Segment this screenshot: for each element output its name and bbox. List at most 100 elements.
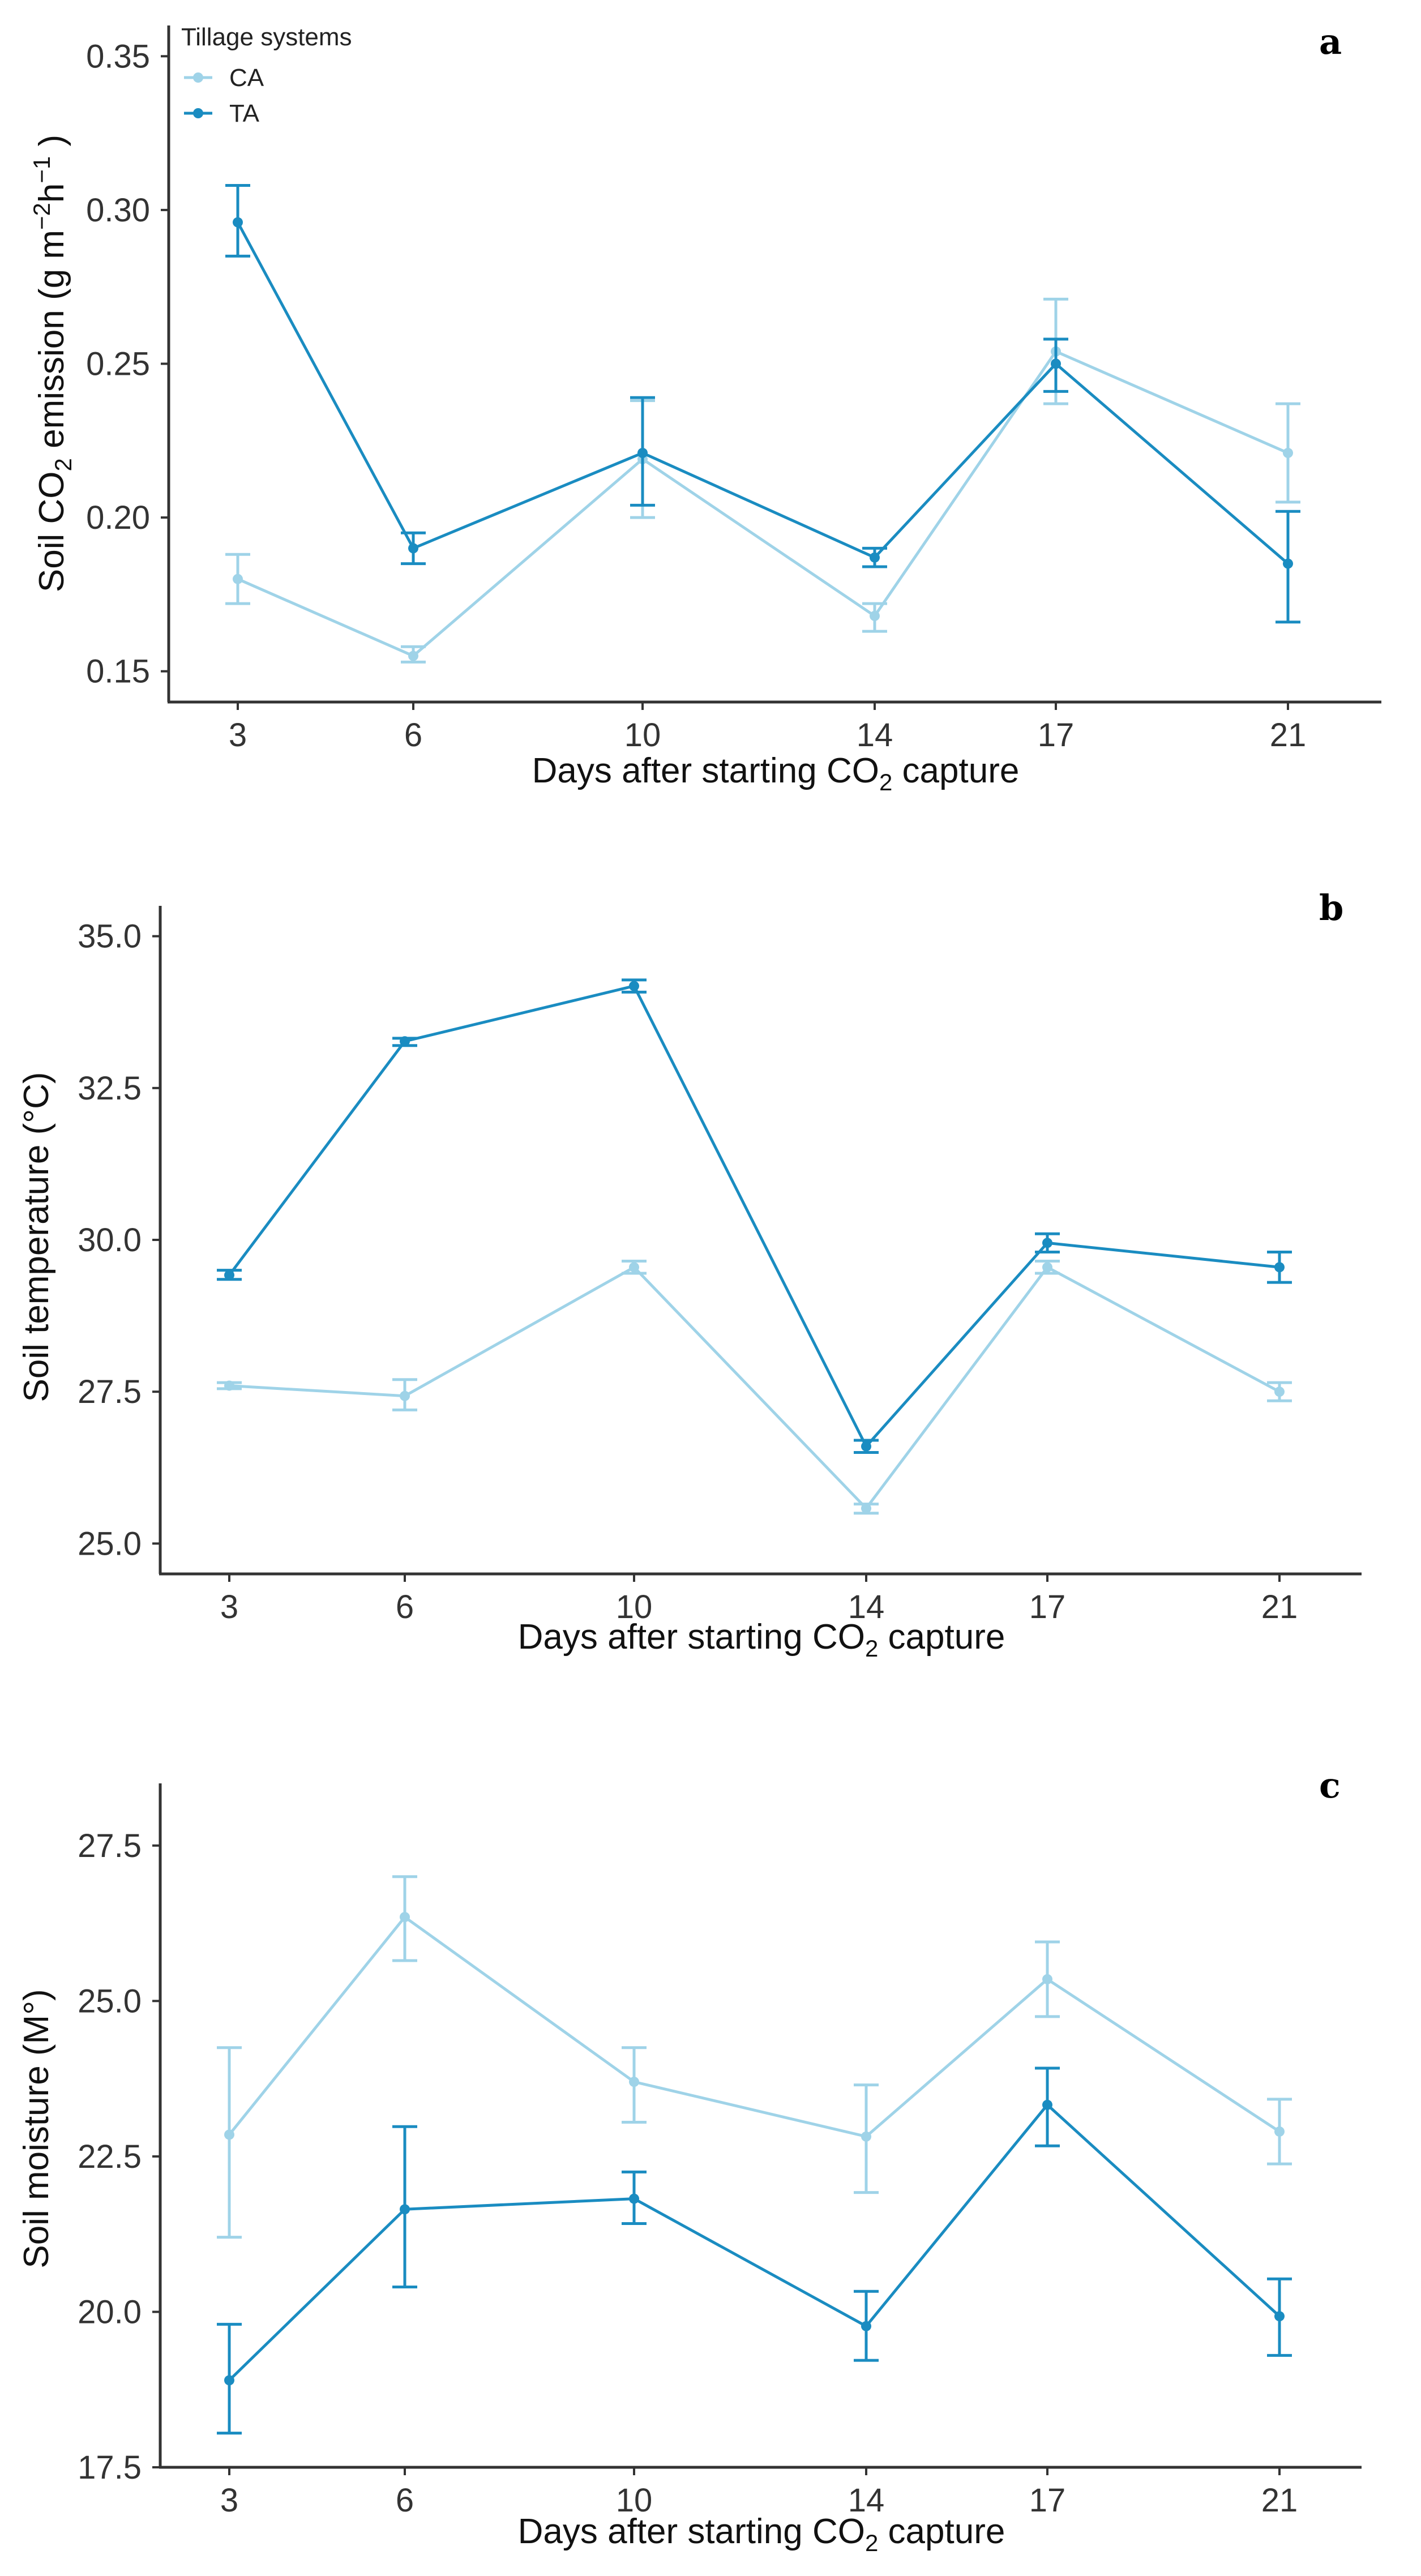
x-tick-label: 3 [229,717,247,754]
x-tick-label: 14 [848,2482,885,2519]
x-axis-title: Days after starting CO2 capture [532,751,1020,795]
y-ticks: 17.5 20.0 22.5 25.0 27.5 [78,1828,160,2486]
x-tick-label: 6 [396,1589,414,1625]
data-point-ca [233,574,243,584]
x-ticks: 3 6 10 14 17 21 [220,2467,1298,2519]
x-tick-label: 14 [848,1589,885,1625]
data-point-ca [224,1380,234,1391]
x-axis-title: Days after starting CO2 capture [518,2512,1005,2556]
series-layer [225,183,1300,664]
y-ticks: 0.15 0.20 0.25 0.30 0.35 [86,38,169,690]
series-line-ca [228,1915,1281,2138]
data-point-ta [408,543,418,554]
data-point-ta [1042,1238,1052,1248]
legend: Tillage systems CA TA [181,23,352,127]
data-point-ta [1274,1262,1285,1273]
legend-marker-ta [193,108,203,118]
x-tick-label: 10 [624,717,661,754]
panel-letter: c [1319,1765,1341,1806]
data-point-ta [1042,2099,1052,2110]
x-tick-label: 6 [404,717,422,754]
panel-a: 0.15 0.20 0.25 0.30 0.35 3 6 10 14 17 21 a Days a… [28,21,1381,795]
data-point-ta [400,2204,410,2215]
x-tick-label: 17 [1029,2482,1066,2519]
data-point-ta [224,1270,234,1281]
x-tick-label: 17 [1038,717,1075,754]
data-point-ta [233,217,243,228]
y-ticks: 25.0 27.5 30.0 32.5 35.0 [78,918,160,1562]
x-tick-label: 14 [857,717,893,754]
series-line-ca [237,350,1289,658]
series-layer [217,978,1292,1515]
legend-marker-ca [193,72,203,83]
y-tick-label: 25.0 [78,1983,142,2019]
y-tick-label: 0.25 [86,346,150,383]
y-tick-label: 22.5 [78,2138,142,2175]
legend-entry-ta: TA [184,100,260,127]
y-tick-label: 25.0 [78,1525,142,1562]
x-tick-label: 21 [1270,717,1307,754]
y-tick-label: 32.5 [78,1070,142,1107]
data-point-ca [1274,2126,1285,2137]
series-line-ta [236,221,1289,565]
legend-title: Tillage systems [181,23,352,51]
x-tick-label: 21 [1261,2482,1298,2519]
series-line-ta [228,985,1280,1448]
panel-letter: a [1319,21,1342,62]
data-point-ca [1283,448,1293,459]
panel-c: 17.5 20.0 22.5 25.0 27.5 3 6 10 14 17 21 c Days a… [17,1765,1362,2556]
y-tick-label: 20.0 [78,2293,142,2330]
data-point-ca [629,2077,639,2087]
x-tick-label: 17 [1029,1589,1066,1625]
y-axis-title: Soil temperature (°C) [17,1072,56,1402]
panel-letter: b [1319,887,1343,928]
x-tick-label: 10 [616,1589,653,1625]
x-tick-label: 3 [220,1589,238,1625]
data-point-ca [224,2129,234,2140]
data-point-ca [861,1503,871,1514]
panel-b: 25.0 27.5 30.0 32.5 35.0 3 6 10 14 17 21 b Days a… [17,887,1362,1662]
data-point-ca [400,1390,410,1401]
y-axis-title: Soil CO2 emission (g m−2h−1 ) [28,135,76,592]
data-point-ca [1042,1974,1052,1984]
data-point-ca [408,651,418,661]
legend-label-ca: CA [229,64,264,92]
data-point-ca [1042,1262,1052,1273]
x-ticks: 3 6 10 14 17 21 [220,1574,1298,1625]
y-tick-label: 0.15 [86,653,150,690]
data-point-ta [861,2321,871,2331]
y-tick-label: 27.5 [78,1373,142,1410]
data-point-ta [629,2193,639,2204]
data-point-ca [629,1262,639,1273]
y-tick-label: 17.5 [78,2449,142,2486]
data-point-ca [861,2131,871,2142]
x-tick-label: 6 [396,2482,414,2519]
y-tick-label: 35.0 [78,918,142,955]
legend-entry-ca: CA [184,64,264,92]
y-tick-label: 30.0 [78,1222,142,1259]
series-layer [217,1875,1292,2435]
x-tick-label: 21 [1261,1589,1298,1625]
data-point-ta [861,1441,871,1452]
series-line-ta [228,2103,1281,2382]
x-tick-label: 3 [220,2482,238,2519]
y-tick-label: 0.20 [86,499,150,536]
y-tick-label: 27.5 [78,1828,142,1864]
x-ticks: 3 6 10 14 17 21 [229,702,1306,754]
series-line-ca [229,1265,1281,1510]
data-point-ta [400,1036,410,1047]
y-tick-label: 0.35 [86,38,150,75]
legend-label-ta: TA [229,100,260,127]
x-tick-label: 10 [616,2482,653,2519]
data-point-ta [224,2375,234,2386]
data-point-ta [637,448,648,459]
x-axis-title: Days after starting CO2 capture [518,1618,1005,1662]
data-point-ta [629,981,639,991]
data-point-ta [1283,558,1293,569]
y-tick-label: 0.30 [86,192,150,229]
data-point-ta [1274,2311,1285,2322]
data-point-ca [400,1912,410,1923]
data-point-ta [870,552,880,563]
data-point-ca [870,610,880,621]
